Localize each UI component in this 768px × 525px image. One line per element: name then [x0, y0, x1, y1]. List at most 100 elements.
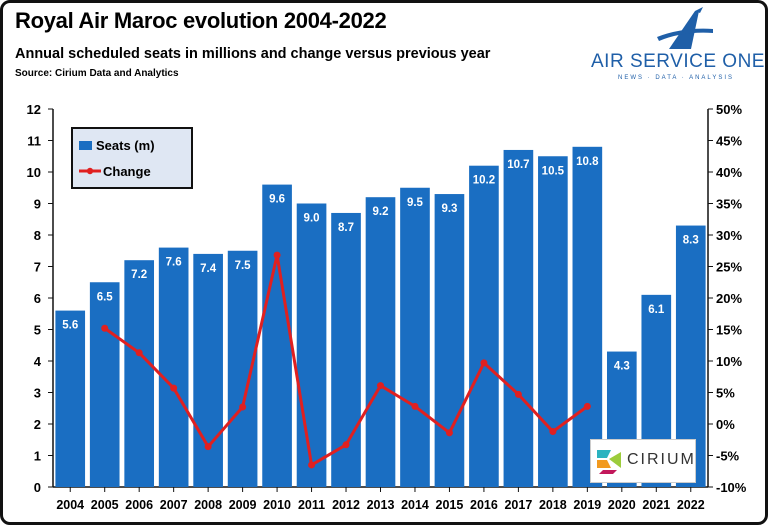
chart-subtitle: Annual scheduled seats in millions and c…: [15, 46, 491, 62]
bar-2019: [572, 146, 603, 488]
x-tick-label-2014: 2014: [401, 498, 429, 512]
bar-label-2008: 7.4: [200, 263, 217, 275]
bar-label-2006: 7.2: [131, 269, 147, 281]
cirium-name: CIRIUM: [627, 451, 696, 468]
x-tick-label-2016: 2016: [470, 498, 498, 512]
y-tick-label-left: 6: [34, 291, 41, 306]
cirium-logo: CIRIUM: [590, 439, 696, 483]
change-point-2005: [101, 324, 109, 332]
legend-label-seats: Seats (m): [96, 137, 155, 153]
change-point-2007: [170, 384, 178, 392]
y-tick-label-left: 12: [27, 102, 41, 117]
change-point-2017: [514, 390, 522, 398]
y-tick-label-left: 3: [34, 386, 41, 401]
change-point-2009: [239, 403, 247, 411]
change-point-2016: [480, 359, 488, 367]
bar-label-2021: 6.1: [648, 304, 665, 316]
bar-label-2017: 10.7: [507, 159, 529, 171]
y-tick-label-left: 10: [27, 165, 41, 180]
y-tick-label-right: 15%: [716, 323, 742, 338]
x-tick-label-2006: 2006: [125, 498, 153, 512]
bar-2018: [538, 156, 568, 487]
y-tick-label-right: 5%: [716, 386, 735, 401]
x-tick-label-2009: 2009: [229, 498, 257, 512]
brand-tagline: NEWS · DATA · ANALYSIS: [617, 75, 734, 81]
y-tick-label-left: 1: [34, 449, 41, 464]
y-tick-label-left: 8: [34, 228, 41, 243]
chart-source: Source: Cirium Data and Analytics: [15, 68, 179, 79]
bar-label-2010: 9.6: [269, 194, 285, 206]
bar-2006: [124, 260, 155, 487]
bar-label-2013: 9.2: [373, 206, 389, 218]
y-tick-label-left: 4: [34, 354, 42, 369]
bar-2016: [469, 165, 499, 487]
change-point-2018: [549, 428, 557, 436]
change-point-2010: [273, 251, 281, 259]
bar-label-2011: 9.0: [304, 213, 320, 225]
bar-label-2014: 9.5: [407, 197, 424, 209]
bar-2009: [227, 250, 258, 487]
legend-label-change: Change: [103, 163, 151, 179]
change-point-2013: [377, 382, 384, 390]
bar-label-2018: 10.5: [542, 165, 565, 177]
x-tick-label-2008: 2008: [194, 498, 222, 512]
change-point-2015: [445, 429, 453, 437]
x-tick-label-2011: 2011: [298, 498, 325, 512]
legend-item-change: Change: [79, 161, 151, 181]
brand-name: AIR SERVICE ONE: [591, 51, 765, 72]
cirium-mark-icon: [597, 450, 621, 474]
bar-2011: [296, 203, 327, 487]
air-service-one-logo: AIR SERVICE ONE NEWS · DATA · ANALYSIS: [591, 7, 765, 87]
change-point-2012: [342, 441, 350, 449]
y-tick-label-left: 7: [34, 260, 41, 275]
bar-2007: [158, 247, 189, 487]
y-tick-label-right: -10%: [716, 480, 747, 495]
y-tick-label-right: 40%: [716, 165, 742, 180]
y-tick-label-left: 9: [34, 197, 41, 212]
bar-label-2019: 10.8: [576, 156, 599, 168]
bar-label-2015: 9.3: [441, 203, 457, 215]
y-tick-label-right: 35%: [716, 197, 742, 212]
change-point-2014: [411, 402, 419, 410]
bar-label-2012: 8.7: [338, 222, 354, 234]
chart-title: Royal Air Maroc evolution 2004-2022: [15, 8, 387, 33]
x-tick-label-2021: 2021: [642, 498, 670, 512]
y-tick-label-left: 11: [27, 134, 41, 149]
y-tick-label-right: 30%: [716, 228, 742, 243]
bar-2008: [193, 253, 223, 487]
y-tick-label-right: 10%: [716, 354, 742, 369]
bar-2013: [365, 197, 396, 487]
change-point-2006: [135, 349, 143, 357]
x-tick-label-2019: 2019: [573, 498, 601, 512]
y-tick-label-left: 2: [34, 417, 41, 432]
bar-label-2004: 5.6: [62, 320, 78, 332]
airplane-a-icon: [657, 7, 713, 49]
y-tick-label-right: 50%: [716, 102, 742, 117]
change-point-2011: [308, 461, 316, 469]
x-tick-label-2017: 2017: [504, 498, 532, 512]
legend-swatch-seats: [79, 140, 92, 150]
change-point-2019: [583, 402, 591, 410]
chart-legend: Seats (m) Change: [71, 127, 193, 189]
y-tick-label-right: -5%: [716, 449, 740, 464]
legend-swatch-change: [79, 167, 101, 175]
bar-2010: [262, 184, 292, 487]
y-tick-label-left: 5: [34, 323, 41, 338]
y-tick-label-right: 0%: [716, 417, 735, 432]
x-tick-label-2015: 2015: [436, 498, 464, 512]
bar-label-2005: 6.5: [97, 291, 114, 303]
chart-plot: 0123456789101112-10%-5%0%5%10%15%20%25%3…: [27, 102, 747, 512]
change-point-2008: [204, 443, 212, 451]
x-tick-label-2013: 2013: [367, 498, 395, 512]
bar-label-2009: 7.5: [235, 260, 252, 272]
y-tick-label-right: 20%: [716, 291, 742, 306]
y-tick-label-left: 0: [34, 480, 41, 495]
bar-2005: [89, 282, 120, 487]
bar-2017: [503, 149, 534, 487]
y-tick-label-right: 45%: [716, 134, 742, 149]
x-tick-label-2010: 2010: [263, 498, 291, 512]
bar-2004: [55, 310, 86, 487]
legend-item-seats: Seats (m): [79, 135, 155, 155]
x-tick-label-2007: 2007: [160, 498, 188, 512]
